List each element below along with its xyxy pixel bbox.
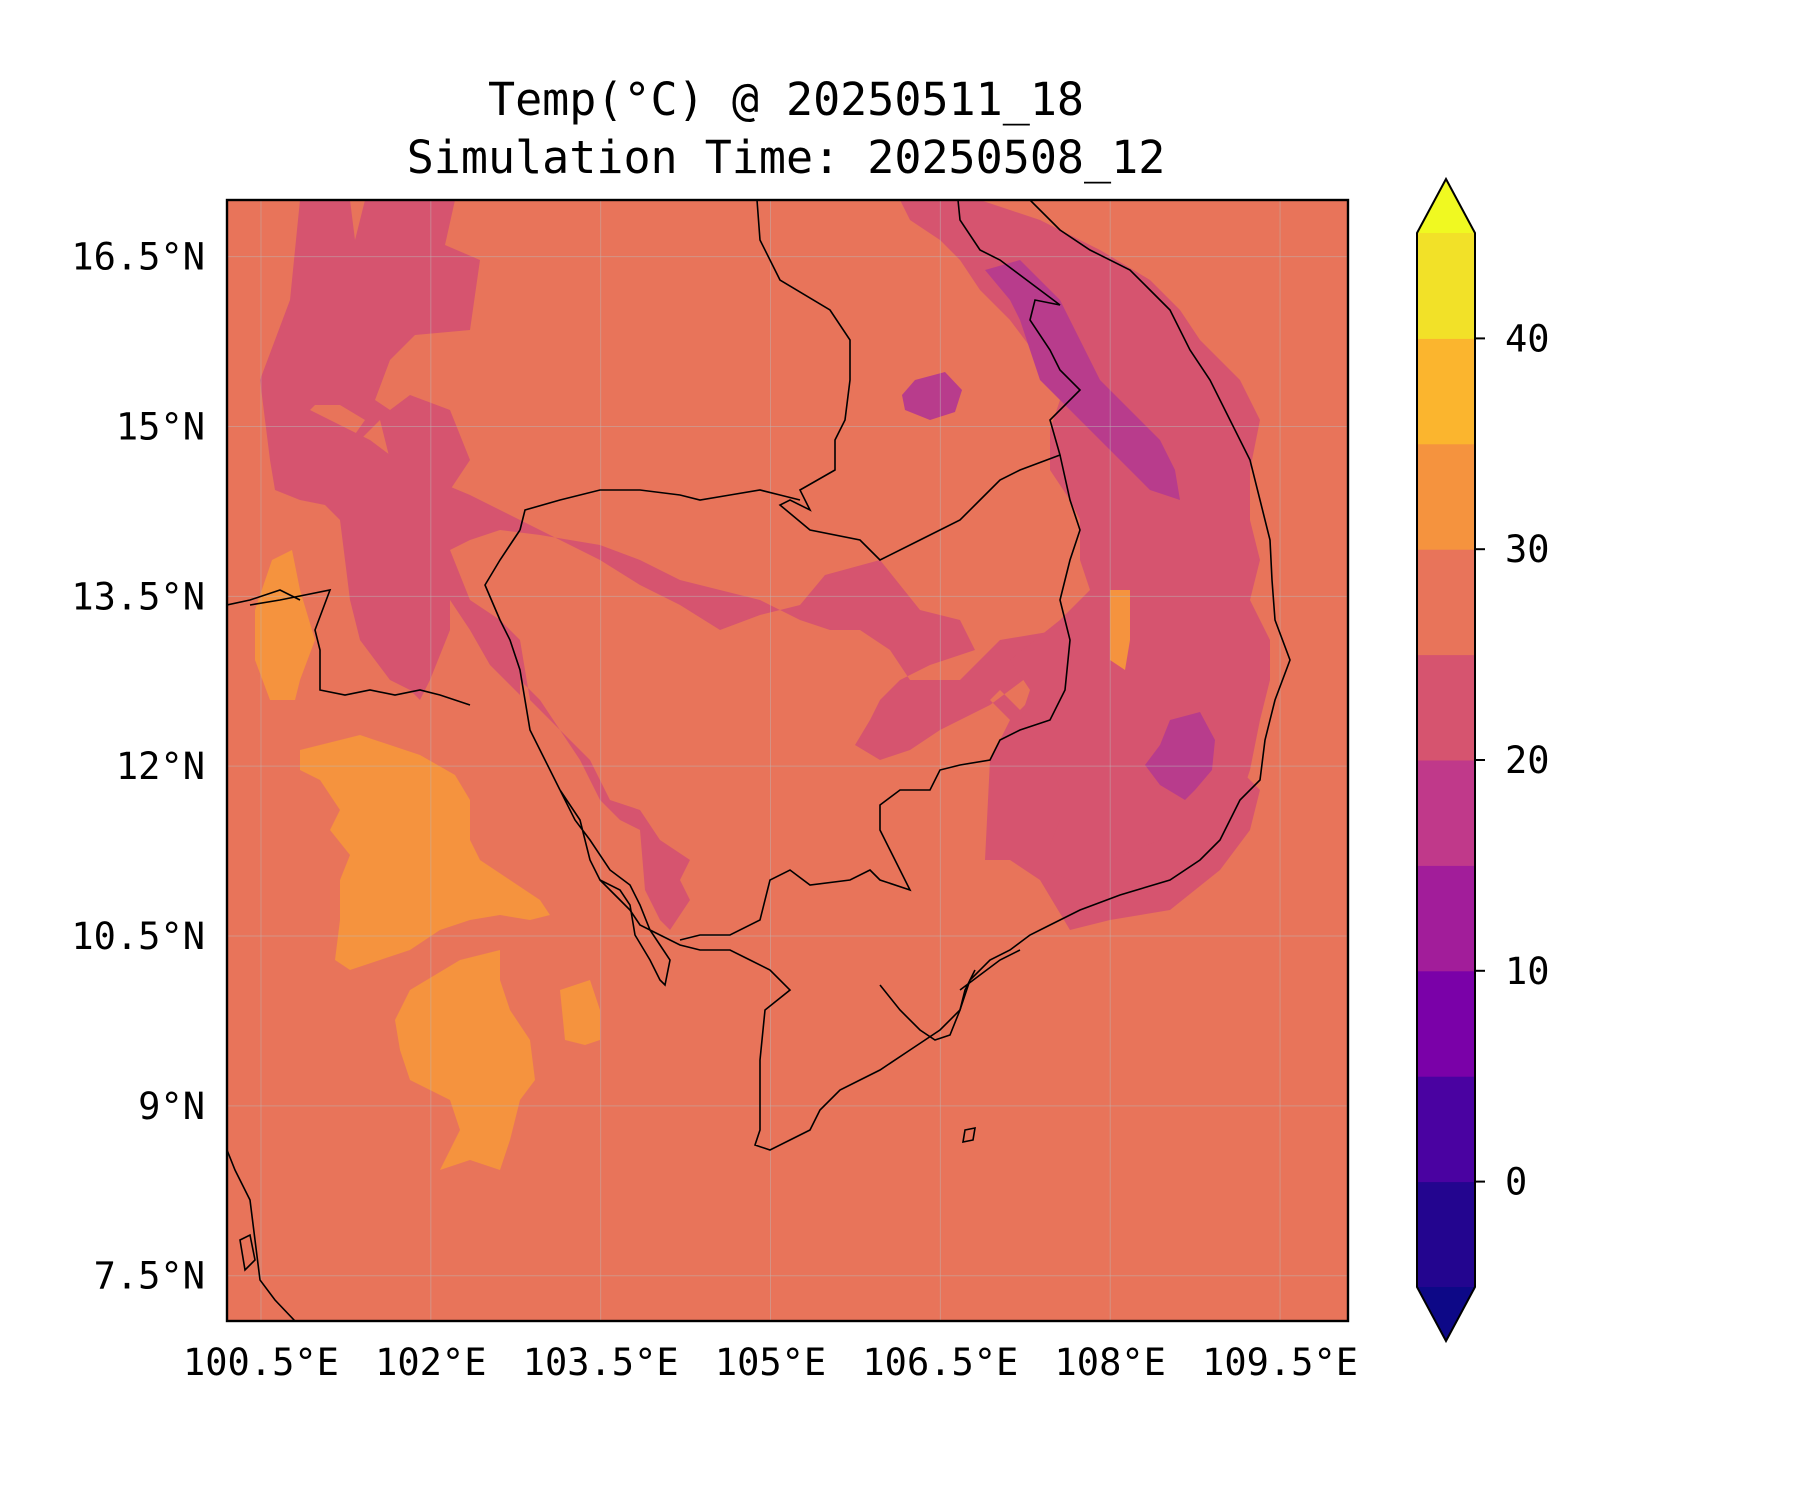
longitude-tick-label: 108°E bbox=[1055, 1341, 1166, 1384]
longitude-tick-label: 106.5°E bbox=[862, 1341, 1018, 1384]
colorbar-band bbox=[1417, 233, 1475, 339]
coast-mekong-delta bbox=[879, 949, 1021, 1041]
colorbar-tick-label: 40 bbox=[1505, 317, 1550, 360]
temperature-band-15-20-patch bbox=[985, 260, 1180, 500]
colorbar-band bbox=[1417, 654, 1475, 761]
longitude-axis: 100.5°E 102°E 103.5°E 105°E 106.5°E 108°E 109.… bbox=[183, 1341, 1358, 1384]
map-gridlines bbox=[227, 200, 1348, 1321]
border-myanmar bbox=[227, 589, 301, 606]
coast-vietnam-east bbox=[599, 200, 1291, 1151]
colorbar-band bbox=[1417, 865, 1475, 972]
longitude-tick-label: 102°E bbox=[375, 1341, 486, 1384]
colorbar-band bbox=[1417, 1076, 1475, 1183]
coastline-and-borders bbox=[227, 200, 1291, 1321]
longitude-tick-label: 100.5°E bbox=[183, 1341, 339, 1384]
map-panel bbox=[227, 200, 1348, 1321]
latitude-tick-label: 10.5°N bbox=[71, 915, 205, 958]
temperature-band-20-25-east bbox=[900, 200, 1270, 880]
colorbar-band bbox=[1417, 970, 1475, 1077]
border-cambodia-west bbox=[484, 529, 561, 791]
colorbar-tick-label: 20 bbox=[1505, 739, 1550, 782]
colorbar-outline bbox=[1416, 176, 1476, 1344]
colorbar-under-extension bbox=[1417, 1287, 1475, 1341]
coast-gulf-thailand bbox=[559, 789, 671, 987]
latitude-axis: 16.5°N 15°N 13.5°N 12°N 10.5°N 9°N 7.5°N bbox=[71, 236, 205, 1298]
map-frame bbox=[225, 198, 1350, 1323]
latitude-tick-label: 13.5°N bbox=[71, 575, 205, 618]
latitude-tick-label: 12°N bbox=[116, 745, 205, 788]
longitude-tick-label: 103.5°E bbox=[523, 1341, 679, 1384]
latitude-tick-label: 9°N bbox=[138, 1085, 205, 1128]
latitude-tick-label: 15°N bbox=[116, 405, 205, 448]
colorbar-over-extension bbox=[1417, 179, 1475, 233]
border-thailand-cambodia bbox=[249, 588, 471, 706]
colorbar-tick-label: 10 bbox=[1505, 950, 1550, 993]
map-subtitle: Simulation Time: 20250508_12 bbox=[407, 131, 1166, 184]
temperature-band-30-35-patch bbox=[300, 735, 550, 970]
border-laos-thailand bbox=[756, 200, 1082, 561]
coast-islands-b bbox=[962, 1126, 976, 1144]
temperature-band-20-25 bbox=[260, 200, 1260, 930]
coast-thailand-west bbox=[227, 1149, 296, 1321]
colorbar-tick-label: 30 bbox=[1505, 528, 1550, 571]
temperature-band-30-35-patch bbox=[560, 980, 600, 1045]
colorbar-band bbox=[1417, 1181, 1475, 1288]
colorbar: 0 10 20 30 40 bbox=[1416, 176, 1550, 1344]
longitude-tick-label: 109.5°E bbox=[1202, 1341, 1358, 1384]
temperature-band-30-35-patch bbox=[1110, 590, 1130, 670]
longitude-tick-label: 105°E bbox=[715, 1341, 826, 1384]
temperature-band-30-35-patch bbox=[255, 550, 315, 700]
border-cambodia-vietnam bbox=[679, 454, 1081, 941]
colorbar-band bbox=[1417, 443, 1475, 550]
colorbar-tick-label: 0 bbox=[1505, 1161, 1527, 1204]
temperature-band-30-35-patch bbox=[395, 950, 535, 1170]
colorbar-band bbox=[1417, 338, 1475, 445]
latitude-tick-label: 7.5°N bbox=[94, 1255, 205, 1298]
coast-islands-a bbox=[239, 1233, 256, 1272]
map-title: Temp(°C) @ 20250511_18 bbox=[488, 73, 1084, 126]
latitude-tick-label: 16.5°N bbox=[71, 236, 205, 279]
border-cambodia-thailand-north bbox=[519, 489, 801, 531]
temperature-band-15-20-patch bbox=[902, 372, 962, 420]
temperature-band-15-20-patch bbox=[1145, 712, 1215, 800]
colorbar-band bbox=[1417, 549, 1475, 656]
colorbar-band bbox=[1417, 760, 1475, 866]
